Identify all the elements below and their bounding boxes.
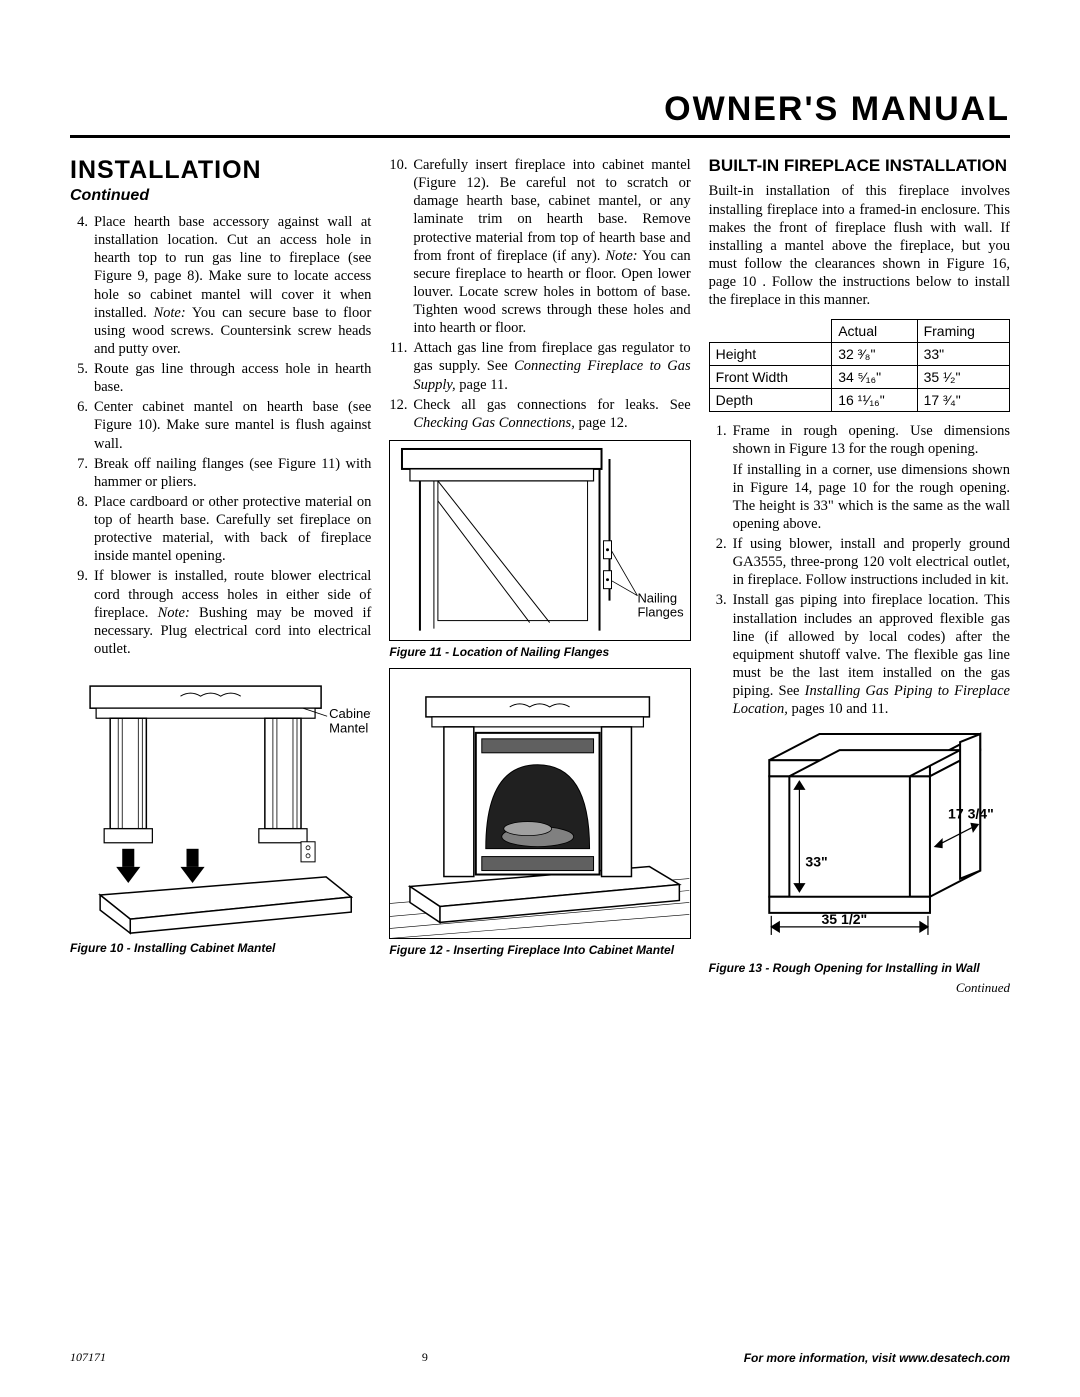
builtin-intro: Built-in installation of this fireplace … [709, 182, 1010, 309]
table-row: Depth 16 ¹¹⁄₁₆" 17 ³⁄₄" [709, 389, 1009, 412]
figure-12: Figure 12 - Inserting Fireplace Into Cab… [389, 668, 690, 958]
dim-label: 35 1/2" [821, 911, 867, 927]
step-text: Place hearth base accessory against wall… [94, 213, 371, 358]
step-6: 6. Center cabinet mantel on hearth base … [70, 398, 371, 452]
step-num: 5. [70, 360, 94, 396]
figure-10-caption: Figure 10 - Installing Cabinet Mantel [70, 941, 371, 955]
column-3: BUILT-IN FIREPLACE INSTALLATION Built-in… [709, 156, 1010, 996]
step-8: 8. Place cardboard or other protective m… [70, 493, 371, 566]
footer-info: For more information, visit www.desatech… [744, 1351, 1010, 1365]
table-header-framing: Framing [917, 320, 1009, 343]
figure-11-svg: Nailing Flanges [389, 440, 690, 642]
step-11: 11. Attach gas line from fireplace gas r… [389, 339, 690, 393]
builtin-step-3: 3. Install gas piping into fireplace loc… [709, 591, 1010, 718]
table-row: Height 32 ³⁄₈" 33" [709, 343, 1009, 366]
step-7: 7. Break off nailing flanges (see Figure… [70, 455, 371, 491]
figure-11-caption: Figure 11 - Location of Nailing Flanges [389, 645, 690, 659]
col3-steps: 1. Frame in rough opening. Use dimension… [709, 422, 1010, 718]
figure-label: Flanges [638, 604, 685, 619]
step-4: 4. Place hearth base accessory against w… [70, 213, 371, 358]
table-header-actual: Actual [832, 320, 917, 343]
table-cell: 16 ¹¹⁄₁₆" [832, 389, 917, 412]
figure-13: 17 3/4" 33" 35 1/2" Figure 13 [709, 726, 1010, 975]
step-text: If using blower, install and properly gr… [733, 535, 1010, 589]
figure-label: Cabinet Mantel [329, 706, 371, 721]
installation-heading: INSTALLATION [70, 156, 371, 185]
step-num: 4. [70, 213, 94, 358]
step-num: 11. [389, 339, 413, 393]
step-9: 9. If blower is installed, route blower … [70, 567, 371, 658]
table-cell: 33" [917, 343, 1009, 366]
table-row: Actual Framing [709, 320, 1009, 343]
builtin-step-1: 1. Frame in rough opening. Use dimension… [709, 422, 1010, 533]
table-cell: 32 ³⁄₈" [832, 343, 917, 366]
content-columns: INSTALLATION Continued 4. Place hearth b… [70, 156, 1010, 996]
figure-12-svg [389, 668, 690, 939]
step-text: Attach gas line from fireplace gas regul… [413, 339, 690, 393]
step-num: 8. [70, 493, 94, 566]
svg-text:Mantel: Mantel [329, 720, 368, 735]
step-text: Place cardboard or other protective mate… [94, 493, 371, 566]
step-text: Frame in rough opening. Use dimensions s… [733, 422, 1010, 533]
dimensions-table: Actual Framing Height 32 ³⁄₈" 33" Front … [709, 319, 1010, 412]
step-text: Install gas piping into fireplace locati… [733, 591, 1010, 718]
figure-10-svg: Cabinet Mantel Mantel [70, 666, 371, 937]
step-text: Center cabinet mantel on hearth base (se… [94, 398, 371, 452]
page-number: 9 [422, 1350, 428, 1365]
header-title: OWNER'S MANUAL [70, 90, 1010, 138]
table-cell-empty [709, 320, 832, 343]
step-num: 2. [709, 535, 733, 589]
step-num: 10. [389, 156, 413, 337]
col1-steps: 4. Place hearth base accessory against w… [70, 213, 371, 658]
step-5: 5. Route gas line through access hole in… [70, 360, 371, 396]
dim-label: 33" [805, 854, 827, 870]
page-footer: 107171 9 For more information, visit www… [70, 1350, 1010, 1365]
step-10: 10. Carefully insert fireplace into cabi… [389, 156, 690, 337]
column-2: 10. Carefully insert fireplace into cabi… [389, 156, 690, 996]
step-num: 1. [709, 422, 733, 533]
step-text: If blower is installed, route blower ele… [94, 567, 371, 658]
step-text: Break off nailing flanges (see Figure 11… [94, 455, 371, 491]
continued-bottom: Continued [709, 980, 1010, 996]
step-num: 9. [70, 567, 94, 658]
table-cell: 17 ³⁄₄" [917, 389, 1009, 412]
col2-steps: 10. Carefully insert fireplace into cabi… [389, 156, 690, 432]
step-text: Carefully insert fireplace into cabinet … [413, 156, 690, 337]
step-num: 7. [70, 455, 94, 491]
step-text: Route gas line through access hole in he… [94, 360, 371, 396]
step-num: 6. [70, 398, 94, 452]
table-cell: Front Width [709, 366, 832, 389]
figure-13-caption: Figure 13 - Rough Opening for Installing… [709, 961, 1010, 975]
figure-10: Cabinet Mantel Mantel Figure 10 - Instal… [70, 666, 371, 956]
table-row: Front Width 34 ⁵⁄₁₆" 35 ¹⁄₂" [709, 366, 1009, 389]
step-num: 3. [709, 591, 733, 718]
figure-11: Nailing Flanges Figure 11 - Location of … [389, 440, 690, 660]
table-cell: Height [709, 343, 832, 366]
table-cell: 34 ⁵⁄₁₆" [832, 366, 917, 389]
dim-label: 17 3/4" [948, 806, 994, 822]
step-text: Check all gas connections for leaks. See… [413, 396, 690, 432]
figure-13-svg: 17 3/4" 33" 35 1/2" [709, 726, 1010, 957]
continued-label: Continued [70, 187, 371, 205]
builtin-step-2: 2. If using blower, install and properly… [709, 535, 1010, 589]
doc-number: 107171 [70, 1350, 106, 1365]
step-num: 12. [389, 396, 413, 432]
figure-label: Nailing [638, 591, 678, 606]
figure-12-caption: Figure 12 - Inserting Fireplace Into Cab… [389, 943, 690, 957]
column-1: INSTALLATION Continued 4. Place hearth b… [70, 156, 371, 996]
builtin-heading: BUILT-IN FIREPLACE INSTALLATION [709, 156, 1010, 176]
table-cell: Depth [709, 389, 832, 412]
table-cell: 35 ¹⁄₂" [917, 366, 1009, 389]
step-12: 12. Check all gas connections for leaks.… [389, 396, 690, 432]
